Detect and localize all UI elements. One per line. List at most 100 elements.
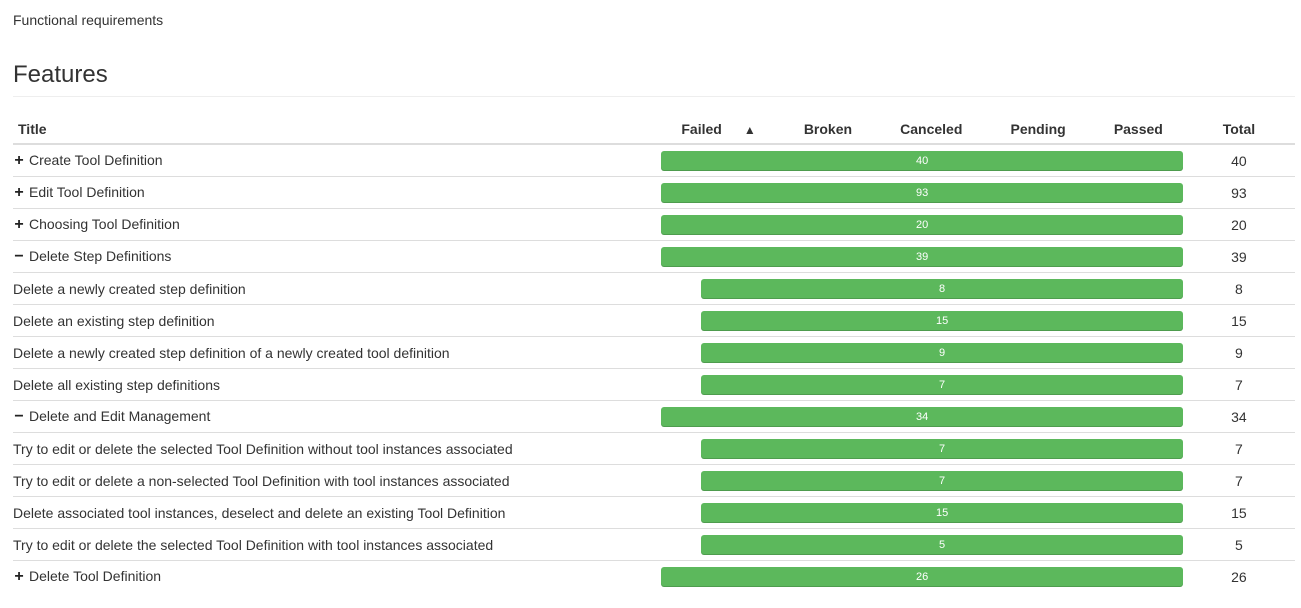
passed-bar: 7 — [701, 438, 1183, 459]
scenario-title-cell[interactable]: Delete an existing step definition — [13, 304, 662, 337]
total-cell: 20 — [1182, 208, 1295, 241]
status-bar-cell: 15 — [661, 496, 1183, 529]
scenario-row[interactable]: Try to edit or delete the selected Tool … — [13, 432, 1295, 465]
feature-title-cell[interactable]: + Edit Tool Definition — [13, 176, 662, 209]
feature-row[interactable]: + Edit Tool Definition 93 93 — [13, 176, 1295, 209]
status-bar-track: 20 — [661, 214, 1183, 235]
scenario-title-cell[interactable]: Delete a newly created step definition o… — [13, 336, 662, 369]
scenario-title: Delete a newly created step definition — [13, 280, 246, 297]
total-cell: 26 — [1182, 560, 1295, 592]
column-header-title[interactable]: Title — [13, 114, 662, 145]
scenario-row[interactable]: Delete a newly created step definition 8 8 — [13, 272, 1295, 305]
page-title: Features — [13, 61, 108, 88]
status-bar-track: 9 — [661, 342, 1183, 363]
scenario-row[interactable]: Try to edit or delete the selected Tool … — [13, 528, 1295, 561]
column-header-total[interactable]: Total — [1182, 114, 1295, 145]
feature-title-cell[interactable]: + Create Tool Definition — [13, 144, 661, 177]
column-header-passed[interactable]: Passed — [1113, 120, 1163, 137]
status-bar-cell: 15 — [661, 304, 1183, 337]
feature-title: Edit Tool Definition — [29, 183, 145, 200]
passed-bar: 9 — [701, 342, 1183, 363]
status-bar-track: 7 — [661, 470, 1183, 491]
column-header-canceled[interactable]: Canceled — [900, 120, 963, 137]
scenario-title: Try to edit or delete a non-selected Too… — [13, 472, 510, 489]
scenario-title: Try to edit or delete the selected Tool … — [13, 536, 494, 553]
passed-bar: 40 — [661, 150, 1183, 171]
feature-title-cell[interactable]: − Delete Step Definitions — [13, 240, 662, 273]
status-bar-cell: 93 — [661, 176, 1183, 209]
total-cell: 39 — [1182, 240, 1295, 273]
scenario-title: Delete a newly created step definition o… — [13, 344, 450, 361]
status-bar-cell: 40 — [661, 144, 1183, 177]
features-table-body: + Create Tool Definition 40 40 + Edit Tool De… — [13, 144, 1295, 592]
scenario-row[interactable]: Delete an existing step definition 15 15 — [13, 304, 1295, 337]
status-bar-cell: 7 — [661, 432, 1183, 465]
status-bar-cell: 39 — [661, 240, 1183, 273]
total-cell: 15 — [1182, 496, 1295, 529]
status-bar-cell: 8 — [661, 272, 1183, 305]
feature-title-cell[interactable]: − Delete and Edit Management — [13, 400, 662, 433]
minus-icon[interactable]: − — [14, 407, 24, 425]
scenario-title-cell[interactable]: Delete associated tool instances, desele… — [13, 496, 662, 529]
total-cell: 9 — [1182, 336, 1295, 369]
scenario-title-cell[interactable]: Delete a newly created step definition — [13, 272, 662, 305]
scenario-title: Delete an existing step definition — [13, 312, 215, 329]
feature-title: Delete Tool Definition — [29, 567, 162, 584]
column-header-pending[interactable]: Pending — [1010, 120, 1066, 137]
plus-icon[interactable]: + — [14, 151, 24, 169]
status-bar-cell: 20 — [661, 208, 1183, 241]
passed-bar: 5 — [701, 534, 1183, 555]
status-bar-track: 7 — [661, 438, 1183, 459]
scenario-title: Try to edit or delete the selected Tool … — [13, 440, 513, 457]
status-bar-track: 5 — [661, 534, 1183, 555]
status-bar-cell: 7 — [661, 368, 1183, 401]
scenario-title-cell[interactable]: Try to edit or delete a non-selected Too… — [13, 464, 662, 497]
breadcrumb[interactable]: Functional requirements — [13, 12, 164, 28]
total-cell: 34 — [1182, 400, 1295, 433]
feature-row[interactable]: + Create Tool Definition 40 40 — [13, 144, 1295, 177]
status-bar-track: 15 — [661, 310, 1183, 331]
column-header-failed-label: Failed — [681, 120, 722, 137]
scenario-row[interactable]: Delete associated tool instances, desele… — [13, 496, 1295, 529]
status-bar-track: 34 — [661, 406, 1183, 427]
feature-title: Create Tool Definition — [29, 151, 163, 168]
scenario-row[interactable]: Delete all existing step definitions 7 7 — [13, 368, 1295, 401]
feature-title-cell[interactable]: + Delete Tool Definition — [13, 560, 662, 592]
total-cell: 15 — [1182, 304, 1295, 337]
status-bar-cell: 5 — [661, 528, 1183, 561]
feature-title: Delete Step Definitions — [29, 247, 172, 264]
status-bar-track: 39 — [661, 246, 1183, 267]
scenario-row[interactable]: Delete a newly created step definition o… — [13, 336, 1295, 369]
passed-bar: 7 — [701, 374, 1183, 395]
table-header-row: Title Failed ▲ Broken Canceled Pending Pa… — [13, 114, 1295, 145]
status-bar-track: 8 — [661, 278, 1183, 299]
feature-row[interactable]: + Choosing Tool Definition 20 20 — [13, 208, 1295, 241]
passed-bar: 20 — [661, 214, 1183, 235]
total-cell: 93 — [1182, 176, 1295, 209]
plus-icon[interactable]: + — [14, 567, 24, 585]
total-cell: 7 — [1182, 368, 1295, 401]
total-cell: 7 — [1182, 432, 1295, 465]
feature-title-cell[interactable]: + Choosing Tool Definition — [13, 208, 662, 241]
status-bar-cell: 34 — [661, 400, 1183, 433]
scenario-title-cell[interactable]: Delete all existing step definitions — [13, 368, 662, 401]
total-cell: 5 — [1182, 528, 1295, 561]
feature-row[interactable]: + Delete Tool Definition 26 26 — [13, 560, 1295, 592]
column-header-failed[interactable]: Failed ▲ — [681, 121, 755, 137]
features-table: Title Failed ▲ Broken Canceled Pending Pa… — [13, 114, 1295, 592]
scenario-title-cell[interactable]: Try to edit or delete the selected Tool … — [13, 432, 662, 465]
feature-row[interactable]: − Delete and Edit Management 34 34 — [13, 400, 1295, 433]
plus-icon[interactable]: + — [14, 215, 24, 233]
scenario-row[interactable]: Try to edit or delete a non-selected Too… — [13, 464, 1295, 497]
feature-row[interactable]: − Delete Step Definitions 39 39 — [13, 240, 1295, 273]
feature-title: Delete and Edit Management — [29, 407, 211, 424]
scenario-title: Delete all existing step definitions — [13, 376, 221, 393]
minus-icon[interactable]: − — [14, 247, 24, 265]
feature-title: Choosing Tool Definition — [29, 215, 180, 232]
passed-bar: 26 — [661, 566, 1183, 587]
scenario-title-cell[interactable]: Try to edit or delete the selected Tool … — [13, 528, 662, 561]
passed-bar: 93 — [661, 182, 1183, 203]
plus-icon[interactable]: + — [14, 183, 24, 201]
passed-bar: 34 — [661, 406, 1183, 427]
column-header-broken[interactable]: Broken — [803, 120, 853, 137]
